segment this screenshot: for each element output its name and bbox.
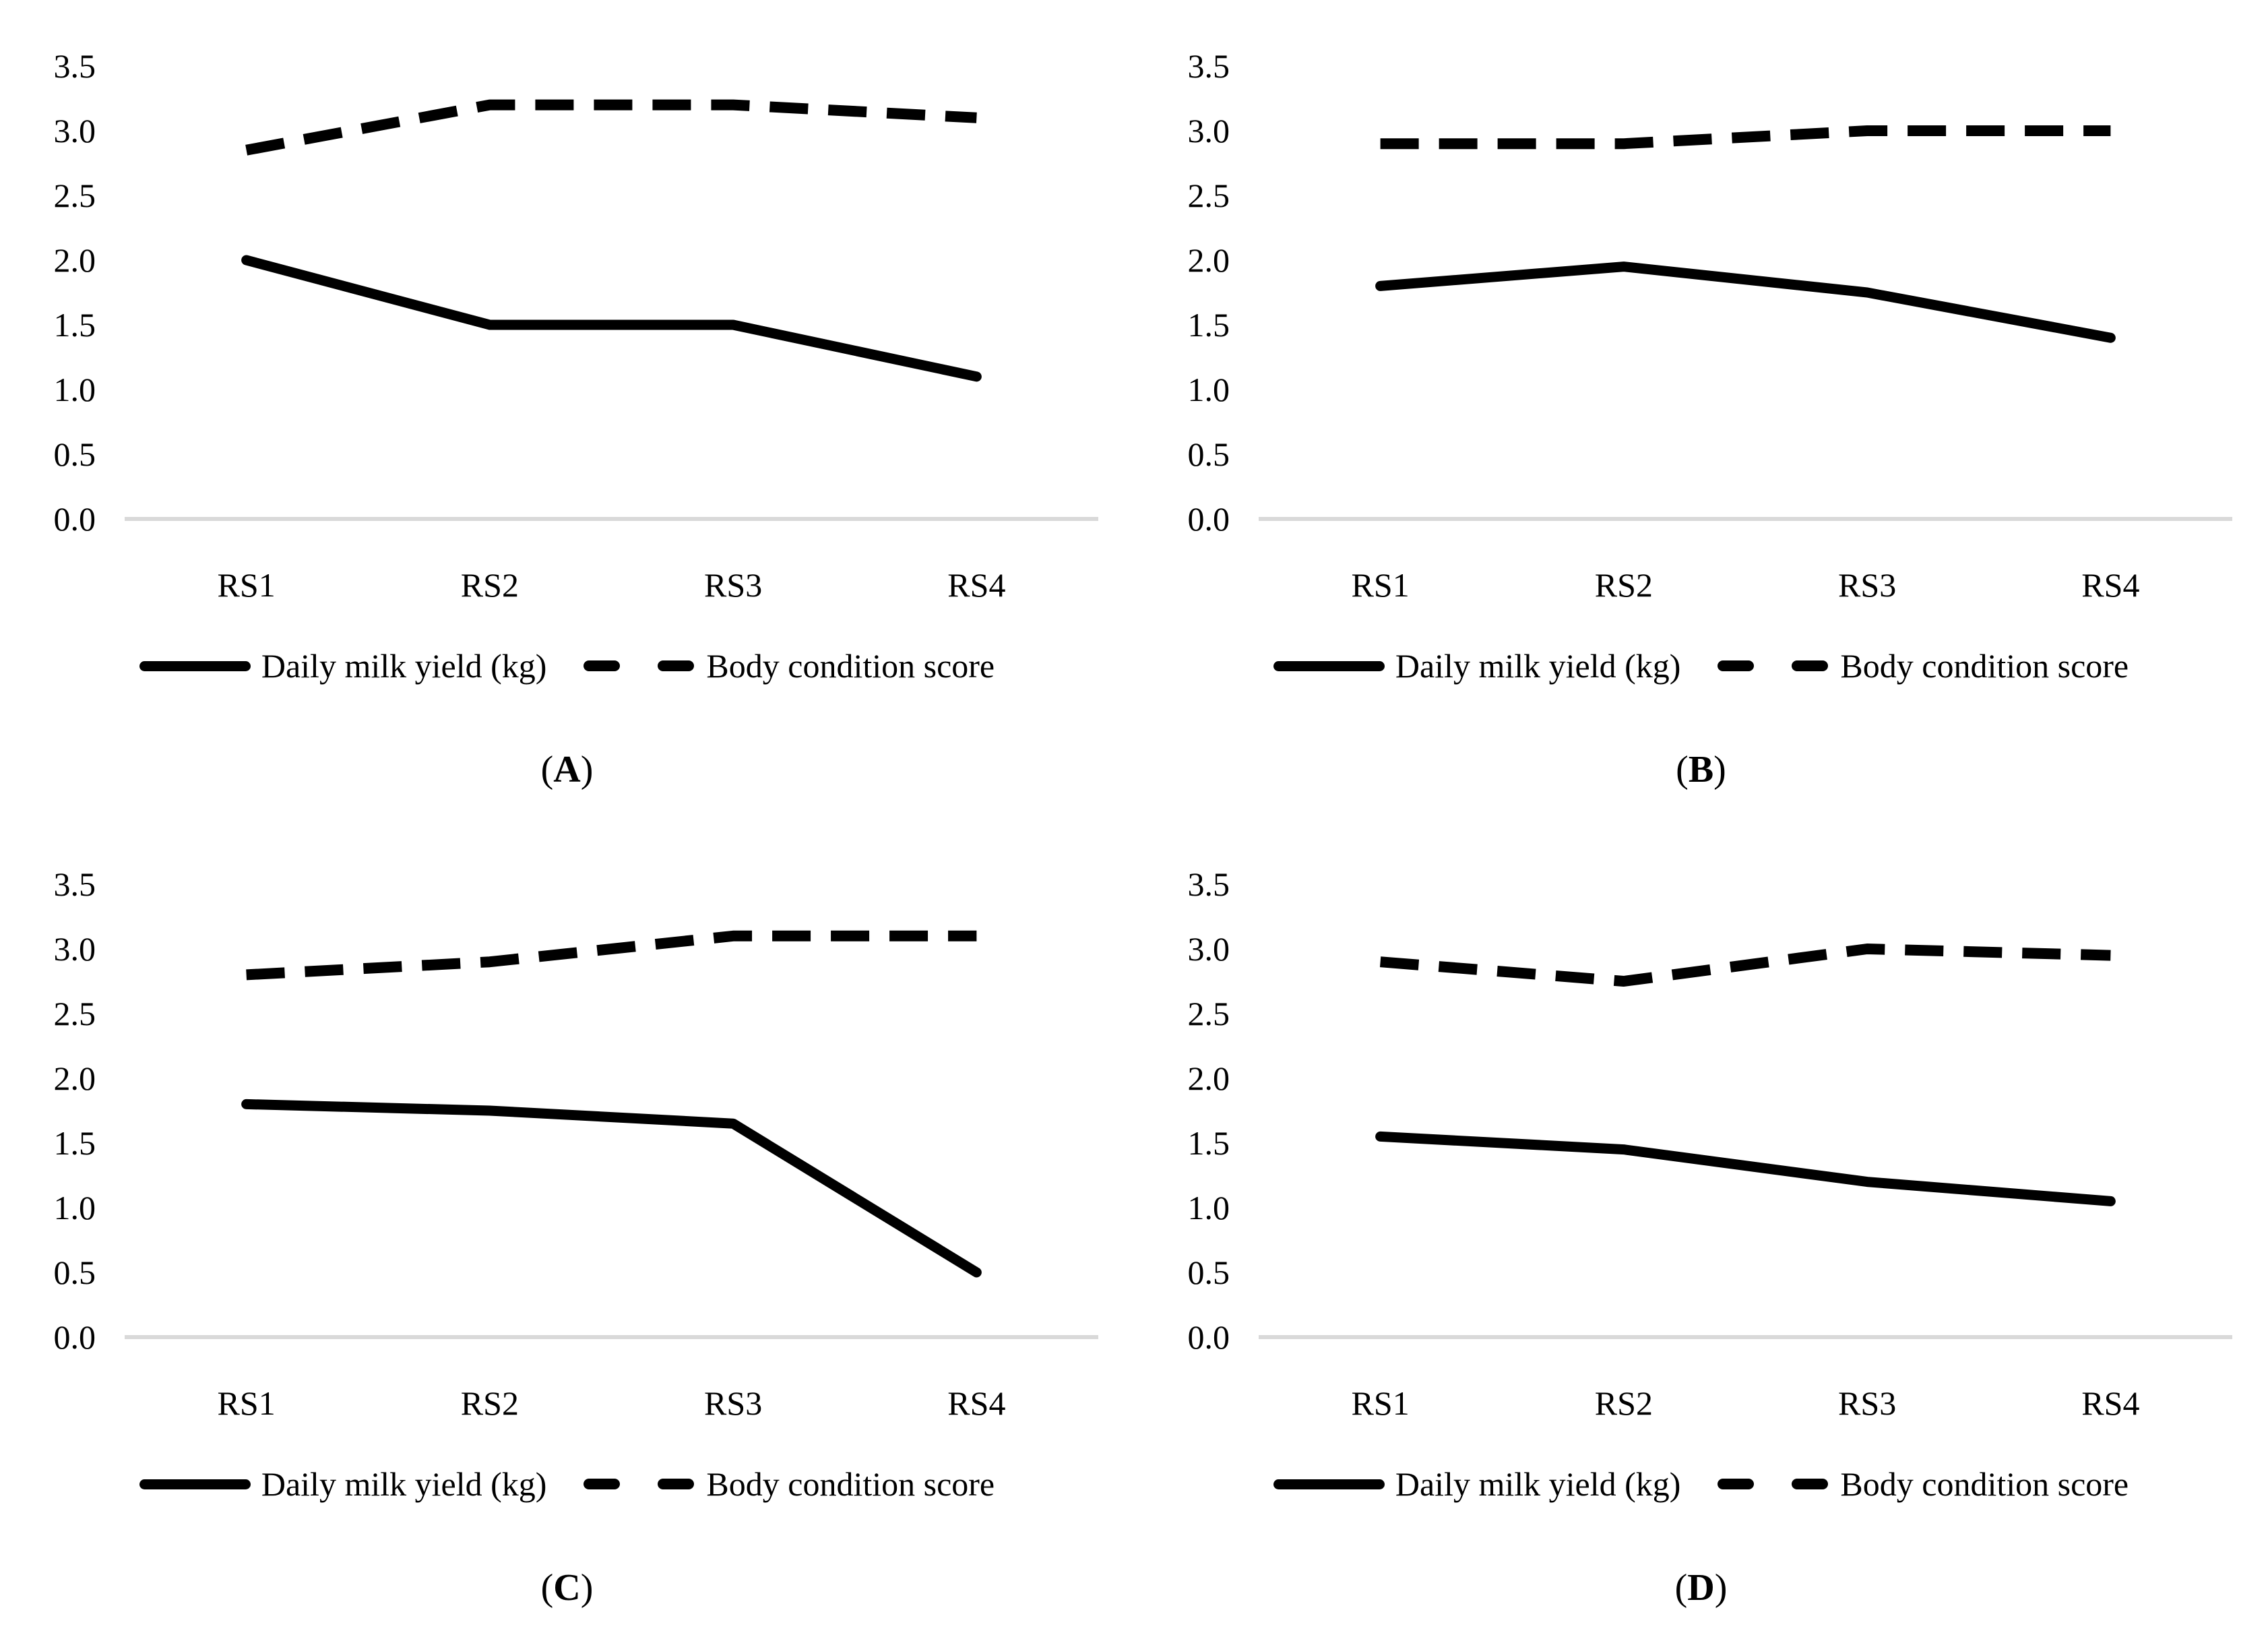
svg-text:1.5: 1.5 xyxy=(54,306,96,344)
x-axis-category-labels: RS1 RS2 RS3 RS4 xyxy=(1352,1384,2140,1422)
svg-text:RS4: RS4 xyxy=(947,566,1005,604)
svg-text:0.0: 0.0 xyxy=(54,500,96,538)
series-body-condition-score-line xyxy=(1380,125,2111,150)
svg-text:2.5: 2.5 xyxy=(54,177,96,214)
legend-label-body-condition-score: Body condition score xyxy=(1840,1465,2129,1503)
svg-text:RS2: RS2 xyxy=(1595,1384,1653,1422)
svg-text:RS1: RS1 xyxy=(1352,1384,1410,1422)
line-chart-a: 0.0 0.5 1.0 1.5 2.0 2.5 3.0 3.5 RS1 RS2 RS3 RS4 xyxy=(0,0,1134,627)
line-chart-c: 0.0 0.5 1.0 1.5 2.0 2.5 3.0 3.5 RS1 RS2 RS3 RS4 xyxy=(0,818,1134,1445)
panel-caption-d: (D) xyxy=(1674,1567,1728,1609)
svg-text:RS4: RS4 xyxy=(947,1384,1005,1422)
svg-text:RS3: RS3 xyxy=(1838,1384,1896,1422)
svg-text:2.0: 2.0 xyxy=(1188,1059,1230,1097)
svg-text:3.0: 3.0 xyxy=(54,112,96,150)
series-daily-milk-yield-line xyxy=(241,255,982,382)
svg-text:RS1: RS1 xyxy=(218,566,276,604)
svg-text:2.0: 2.0 xyxy=(54,241,96,279)
svg-text:RS1: RS1 xyxy=(1352,566,1410,604)
legend-swatch-dashed-line xyxy=(1718,660,1829,671)
svg-text:RS2: RS2 xyxy=(1595,566,1653,604)
svg-text:RS3: RS3 xyxy=(704,566,762,604)
x-axis-category-labels: RS1 RS2 RS3 RS4 xyxy=(1352,566,2140,604)
svg-text:1.5: 1.5 xyxy=(54,1124,96,1162)
x-axis-category-labels: RS1 RS2 RS3 RS4 xyxy=(218,1384,1006,1422)
series-body-condition-score-line xyxy=(245,99,977,156)
legend-d: Daily milk yield (kg) Body condition sco… xyxy=(1273,1464,2129,1504)
svg-text:0.5: 0.5 xyxy=(54,435,96,473)
legend-swatch-dashed-line xyxy=(584,660,695,671)
svg-text:1.0: 1.0 xyxy=(54,1189,96,1227)
svg-text:3.5: 3.5 xyxy=(1188,865,1230,903)
y-axis-tick-labels: 0.0 0.5 1.0 1.5 2.0 2.5 3.0 3.5 xyxy=(1188,47,1230,538)
svg-text:RS4: RS4 xyxy=(2081,1384,2139,1422)
svg-text:3.0: 3.0 xyxy=(1188,112,1230,150)
legend-swatch-solid-line xyxy=(139,1479,251,1489)
svg-text:0.0: 0.0 xyxy=(54,1318,96,1356)
svg-text:3.0: 3.0 xyxy=(54,930,96,968)
svg-text:0.0: 0.0 xyxy=(1188,1318,1230,1356)
svg-text:RS4: RS4 xyxy=(2081,566,2139,604)
series-daily-milk-yield-line xyxy=(1375,1131,2116,1206)
svg-text:3.5: 3.5 xyxy=(1188,47,1230,85)
svg-text:2.0: 2.0 xyxy=(54,1059,96,1097)
legend-c: Daily milk yield (kg) Body condition sco… xyxy=(139,1464,995,1504)
svg-text:3.5: 3.5 xyxy=(54,865,96,903)
y-axis-tick-labels: 0.0 0.5 1.0 1.5 2.0 2.5 3.0 3.5 xyxy=(54,865,96,1356)
panel-c: 0.0 0.5 1.0 1.5 2.0 2.5 3.0 3.5 RS1 RS2 RS3 RS4 Dai… xyxy=(0,818,1134,1637)
legend-label-body-condition-score: Body condition score xyxy=(706,1465,995,1503)
x-axis-category-labels: RS1 RS2 RS3 RS4 xyxy=(218,566,1006,604)
legend-label-body-condition-score: Body condition score xyxy=(706,647,995,685)
svg-text:RS3: RS3 xyxy=(1838,566,1896,604)
svg-text:RS3: RS3 xyxy=(704,1384,762,1422)
svg-text:2.5: 2.5 xyxy=(54,995,96,1032)
svg-text:2.5: 2.5 xyxy=(1188,177,1230,214)
svg-text:RS1: RS1 xyxy=(218,1384,276,1422)
svg-text:3.5: 3.5 xyxy=(54,47,96,85)
panel-b: 0.0 0.5 1.0 1.5 2.0 2.5 3.0 3.5 RS1 RS2 RS3 RS4 Dai… xyxy=(1134,0,2268,818)
legend-b: Daily milk yield (kg) Body condition sco… xyxy=(1273,646,2129,686)
svg-text:1.5: 1.5 xyxy=(1188,306,1230,344)
legend-a: Daily milk yield (kg) Body condition sco… xyxy=(139,646,995,686)
line-chart-b: 0.0 0.5 1.0 1.5 2.0 2.5 3.0 3.5 RS1 RS2 RS3 RS4 xyxy=(1134,0,2268,627)
legend-label-daily-milk-yield: Daily milk yield (kg) xyxy=(1395,647,1681,685)
line-chart-d: 0.0 0.5 1.0 1.5 2.0 2.5 3.0 3.5 RS1 RS2 RS3 RS4 xyxy=(1134,818,2268,1445)
svg-text:0.0: 0.0 xyxy=(1188,500,1230,538)
legend-label-daily-milk-yield: Daily milk yield (kg) xyxy=(261,647,547,685)
svg-text:1.0: 1.0 xyxy=(54,371,96,408)
svg-text:1.0: 1.0 xyxy=(1188,371,1230,408)
legend-label-daily-milk-yield: Daily milk yield (kg) xyxy=(261,1465,547,1503)
series-daily-milk-yield-line xyxy=(1375,261,2116,343)
svg-text:2.0: 2.0 xyxy=(1188,241,1230,279)
legend-swatch-solid-line xyxy=(1273,660,1385,671)
svg-text:0.5: 0.5 xyxy=(1188,1254,1230,1291)
svg-text:0.5: 0.5 xyxy=(1188,435,1230,473)
y-axis-tick-labels: 0.0 0.5 1.0 1.5 2.0 2.5 3.0 3.5 xyxy=(1188,865,1230,1356)
panel-d: 0.0 0.5 1.0 1.5 2.0 2.5 3.0 3.5 RS1 RS2 RS3 RS4 Dai… xyxy=(1134,818,2268,1637)
series-body-condition-score-line xyxy=(246,930,977,981)
legend-label-body-condition-score: Body condition score xyxy=(1840,647,2129,685)
svg-text:1.0: 1.0 xyxy=(1188,1189,1230,1227)
panel-a: 0.0 0.5 1.0 1.5 2.0 2.5 3.0 3.5 RS1 RS2 RS3 RS4 Dai… xyxy=(0,0,1134,818)
svg-text:0.5: 0.5 xyxy=(54,1254,96,1291)
panel-caption-c: (C) xyxy=(540,1567,594,1609)
legend-swatch-dashed-line xyxy=(1718,1479,1829,1489)
panel-caption-a: (A) xyxy=(540,749,594,791)
svg-text:1.5: 1.5 xyxy=(1188,1124,1230,1162)
svg-text:3.0: 3.0 xyxy=(1188,930,1230,968)
svg-text:RS2: RS2 xyxy=(461,1384,519,1422)
legend-swatch-dashed-line xyxy=(584,1479,695,1489)
legend-swatch-solid-line xyxy=(139,660,251,671)
series-daily-milk-yield-line xyxy=(241,1099,982,1278)
legend-label-daily-milk-yield: Daily milk yield (kg) xyxy=(1395,1465,1681,1503)
legend-swatch-solid-line xyxy=(1273,1479,1385,1489)
svg-text:2.5: 2.5 xyxy=(1188,995,1230,1032)
panel-caption-b: (B) xyxy=(1676,749,1726,791)
series-body-condition-score-line xyxy=(1379,944,2111,987)
y-axis-tick-labels: 0.0 0.5 1.0 1.5 2.0 2.5 3.0 3.5 xyxy=(54,47,96,538)
svg-text:RS2: RS2 xyxy=(461,566,519,604)
